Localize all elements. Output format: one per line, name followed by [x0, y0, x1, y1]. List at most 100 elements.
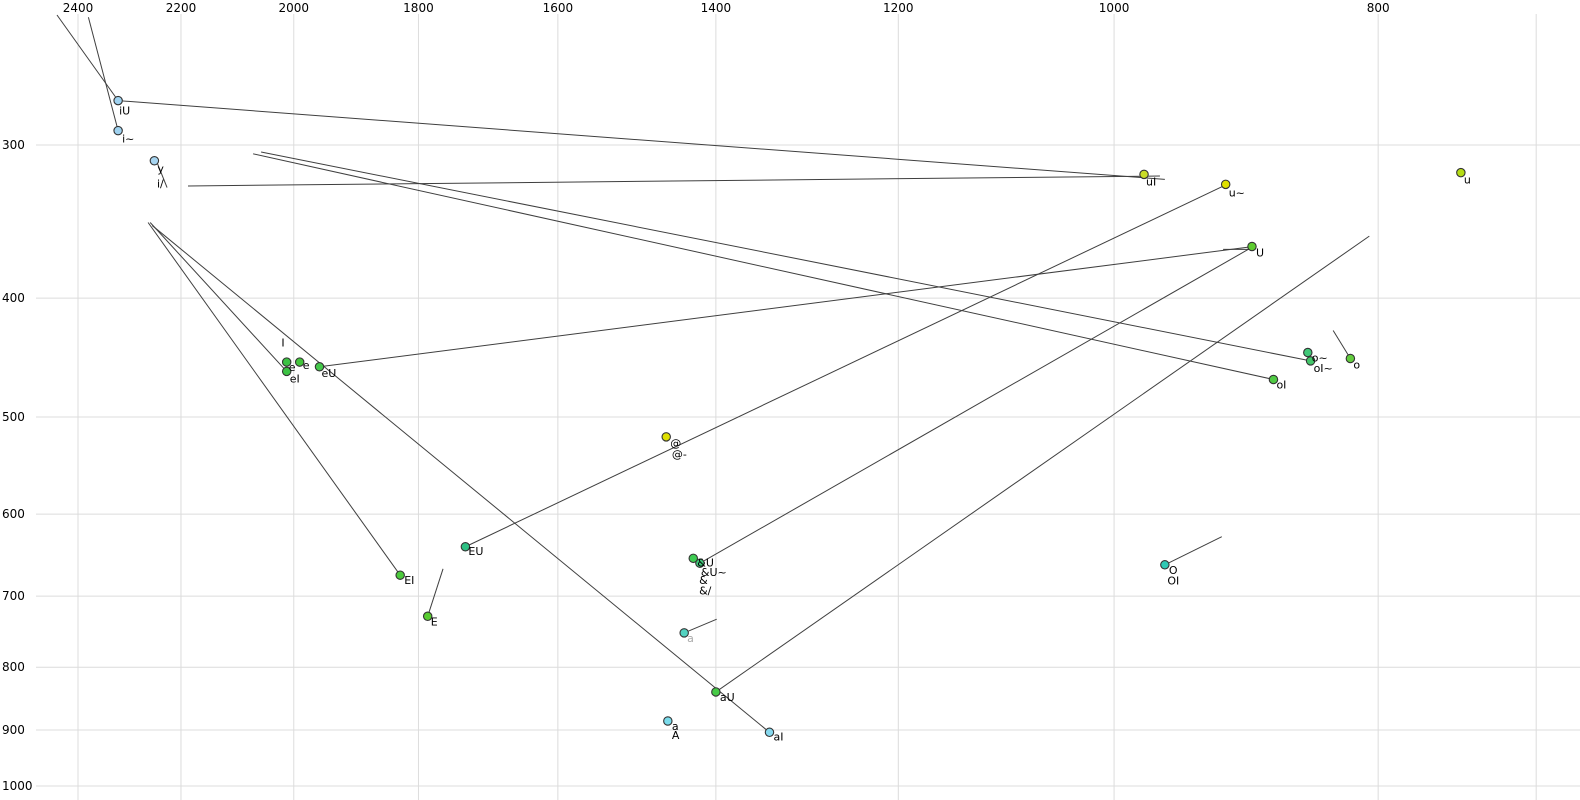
data-point-aU: [711, 687, 721, 697]
y-tick-label: 1000: [2, 779, 33, 793]
data-point-U~: [695, 558, 705, 568]
y-tick-label: 300: [2, 138, 25, 152]
data-point-e: [281, 357, 292, 367]
x-tick-label: 1800: [403, 1, 434, 15]
trajectory-line: [685, 618, 717, 633]
x-tick-label: 1000: [1099, 1, 1130, 15]
phoneme-label: i/: [157, 178, 164, 191]
point-label: EU: [468, 545, 483, 558]
x-tick-label: 800: [1367, 1, 1390, 15]
trajectory-line: [427, 568, 444, 617]
trajectory-line: [1332, 330, 1351, 359]
trajectory-line: [715, 235, 1370, 693]
trajectory-line: [87, 17, 119, 131]
data-point-U: [688, 553, 699, 564]
point-label: U: [1256, 246, 1264, 259]
trajectory-line: [147, 222, 401, 576]
data-point-i~: [113, 125, 123, 136]
data-point-u: [1456, 167, 1466, 178]
point-label: E: [431, 615, 438, 628]
x-tick-label: 1600: [543, 1, 574, 15]
data-point-o: [1345, 353, 1356, 364]
trajectory-line: [149, 222, 288, 372]
trajectory-line: [465, 183, 1228, 548]
phoneme-label: A: [672, 729, 680, 742]
y-tick-label: 900: [2, 723, 25, 737]
y-tick-label-bg: [0, 507, 36, 522]
trajectory-line: [118, 100, 1165, 180]
y-tick-label: 800: [2, 660, 25, 674]
x-tick-label: 1400: [701, 1, 732, 15]
trajectory-line: [56, 14, 119, 101]
point-label: aU: [720, 691, 735, 704]
data-point-eU: [314, 362, 325, 372]
y-tick-label: 400: [2, 291, 25, 305]
point-label: @: [670, 437, 681, 450]
data-point-EU: [460, 542, 471, 552]
point-label: &U~: [701, 566, 727, 579]
y-tick-label-bg: [0, 409, 36, 424]
point-label: iU: [119, 105, 130, 118]
data-point-: [661, 432, 671, 442]
trajectory-line: [319, 245, 1254, 368]
trajectory-line: [260, 151, 1311, 362]
point-label: e: [303, 359, 310, 372]
data-point-E: [422, 611, 433, 622]
y-tick-label-bg: [0, 138, 36, 152]
trajectory-line: [156, 162, 168, 188]
phoneme-label: @-: [672, 448, 687, 461]
point-label: uI: [1146, 175, 1156, 188]
point-label: o~: [1312, 352, 1328, 365]
trajectory-line: [1164, 536, 1223, 566]
data-point-aI: [764, 727, 775, 738]
trajectory-line: [151, 225, 770, 733]
data-point-a: [663, 716, 673, 726]
point-label: u: [1464, 174, 1471, 187]
y-tick-label: 700: [2, 589, 25, 603]
point-label: &U: [697, 556, 714, 569]
data-point-U: [1247, 241, 1257, 252]
point-label: aI: [773, 730, 783, 743]
x-tick-label: 2000: [278, 1, 309, 15]
trajectory-line: [187, 175, 1160, 187]
y-tick-label-bg: [0, 779, 36, 794]
point-label: eU: [321, 367, 336, 380]
data-point-e: [294, 357, 305, 367]
data-point-y: [149, 155, 160, 166]
y-tick-label-bg: [0, 660, 36, 675]
data-point-a: [679, 628, 689, 638]
point-label: oI~: [1314, 362, 1333, 375]
point-label: oI: [1276, 378, 1286, 391]
data-point-EI: [395, 570, 405, 580]
point-label: eI: [290, 372, 300, 385]
data-point-o~: [1303, 347, 1313, 358]
trajectory-line: [252, 153, 1274, 380]
phoneme-label: &: [699, 574, 708, 587]
data-point-eI: [281, 366, 292, 377]
point-label: o: [1353, 359, 1360, 372]
phoneme-label: &/: [699, 585, 712, 598]
x-tick-label: 1200: [883, 1, 914, 15]
y-tick-label: 600: [2, 507, 25, 521]
y-tick-label-bg: [0, 722, 36, 737]
phoneme-label: I: [281, 336, 284, 349]
y-tick-label: 500: [2, 410, 25, 424]
point-label: i~: [122, 133, 134, 146]
point-label: u~: [1229, 186, 1245, 199]
x-tick-label: 2200: [166, 1, 197, 15]
phoneme-label: OI: [1167, 575, 1179, 588]
data-point-u~: [1220, 179, 1231, 190]
y-tick-label-bg: [0, 291, 36, 306]
data-point-oI: [1268, 374, 1279, 385]
point-label: e: [289, 361, 296, 374]
point-label: a: [687, 632, 694, 645]
x-tick-label: 2400: [63, 1, 94, 15]
point-label: EI: [404, 574, 414, 587]
point-label: a: [672, 720, 679, 733]
data-point-O: [1160, 560, 1170, 570]
point-label: O: [1169, 564, 1178, 577]
data-point-uI: [1139, 169, 1149, 180]
data-point-iU: [113, 95, 123, 106]
